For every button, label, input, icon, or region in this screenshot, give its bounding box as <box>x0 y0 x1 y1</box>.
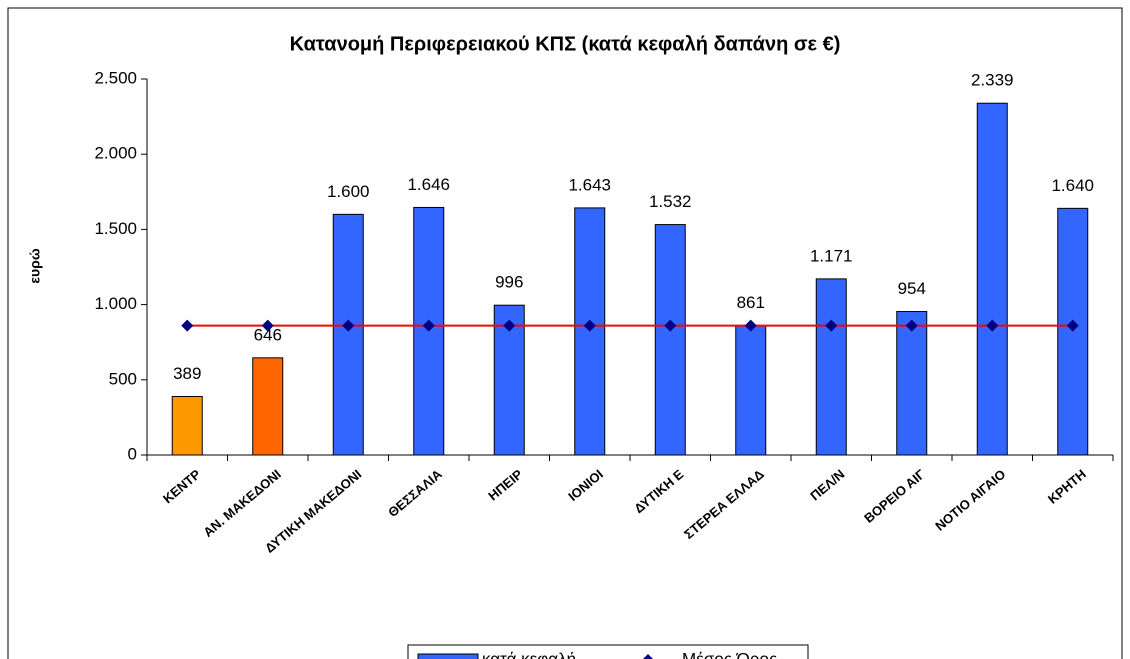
mean-marker <box>181 319 194 332</box>
legend-label: κατά κεφαλή <box>482 649 576 659</box>
legend-swatch <box>417 653 479 659</box>
y-tick-label: 1.000 <box>94 294 137 313</box>
y-tick-label: 500 <box>109 369 137 388</box>
chart-title: Κατανομή Περιφερειακού ΚΠΣ (κατά κεφαλή … <box>290 33 841 55</box>
bar <box>252 357 284 456</box>
data-label: 2.339 <box>971 71 1014 90</box>
bar <box>735 325 767 456</box>
mean-marker <box>905 319 918 332</box>
data-label: 1.171 <box>810 246 853 265</box>
bar <box>815 278 847 456</box>
mean-marker <box>744 319 757 332</box>
bar <box>976 102 1008 456</box>
bar <box>171 395 203 456</box>
mean-marker <box>986 319 999 332</box>
y-tick-label: 2.500 <box>94 68 137 87</box>
y-tick-label: 0 <box>128 444 137 463</box>
mean-marker <box>583 319 596 332</box>
legend-label: Μέσος Όρος <box>682 649 777 659</box>
mean-marker <box>342 319 355 332</box>
data-label: 954 <box>898 279 926 298</box>
bar <box>654 224 686 456</box>
data-label: 861 <box>737 293 765 312</box>
bar <box>332 213 364 456</box>
data-label: 996 <box>495 273 523 292</box>
data-label: 389 <box>173 364 201 383</box>
mean-marker <box>503 319 516 332</box>
mean-marker <box>422 319 435 332</box>
data-label: 1.646 <box>407 175 450 194</box>
mean-marker <box>1066 319 1079 332</box>
mean-marker <box>825 319 838 332</box>
mean-marker <box>664 319 677 332</box>
legend-box <box>407 644 809 659</box>
bar <box>896 311 928 456</box>
y-tick-label: 2.000 <box>94 144 137 163</box>
chart-frame <box>7 7 1123 659</box>
bar <box>1057 207 1089 456</box>
y-axis-label: ευρώ <box>27 248 43 283</box>
mean-marker <box>261 319 274 332</box>
data-label: 1.532 <box>649 192 692 211</box>
data-label: 1.640 <box>1051 176 1094 195</box>
data-label: 646 <box>254 325 282 344</box>
data-label: 1.600 <box>327 182 370 201</box>
legend-marker <box>643 654 653 659</box>
data-label: 1.643 <box>568 175 611 194</box>
y-tick-label: 1.500 <box>94 219 137 238</box>
